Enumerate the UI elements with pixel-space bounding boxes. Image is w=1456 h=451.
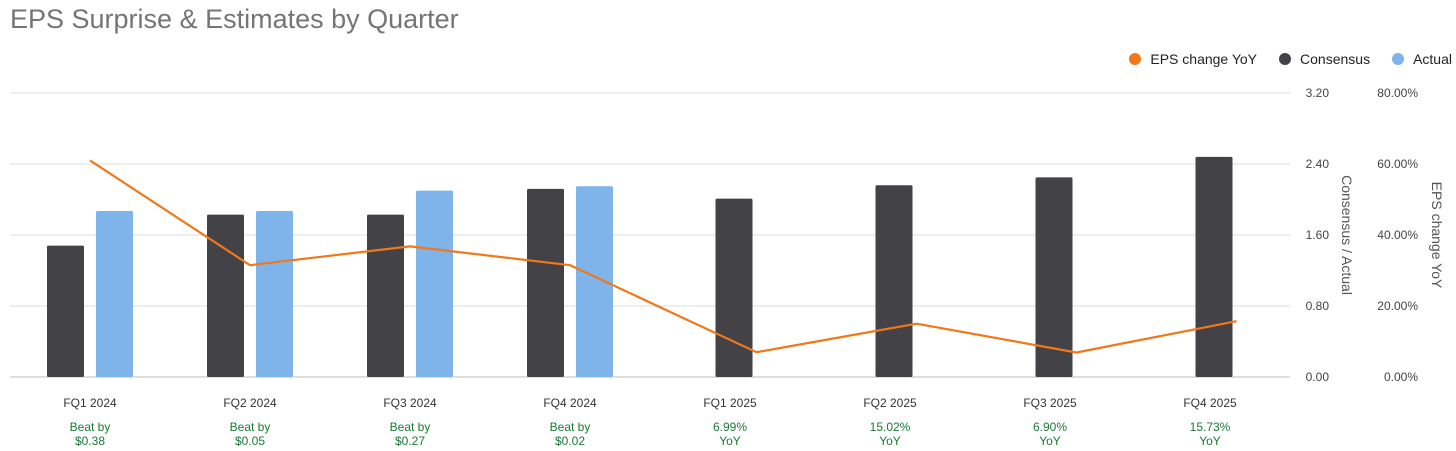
right-axis-tick-label: 40.00% (1377, 228, 1418, 242)
right-axis-tick-label: 20.00% (1377, 299, 1418, 313)
quarter-annotation: Beat by (550, 420, 591, 434)
legend-item-eps-change-yoy[interactable]: EPS change YoY (1129, 51, 1257, 67)
legend-dot (1279, 53, 1292, 65)
category-label: FQ4 2025 (1183, 396, 1237, 410)
chart-title: EPS Surprise & Estimates by Quarter (10, 4, 459, 34)
actual-bar (96, 211, 133, 377)
consensus-bar (207, 214, 244, 377)
left-axis-tick-label: 2.40 (1306, 157, 1330, 171)
category-label: FQ1 2024 (63, 396, 117, 410)
right-axis-tick-label: 60.00% (1377, 157, 1418, 171)
left-axis-tick-label: 0.80 (1306, 299, 1330, 313)
category-label: FQ2 2025 (863, 396, 917, 410)
eps-change-yoy-line (89, 159, 1237, 354)
quarter-annotation: 6.90% (1033, 420, 1067, 434)
category-label: FQ3 2024 (383, 396, 437, 410)
consensus-bar (1195, 156, 1233, 377)
consensus-bar (367, 214, 404, 377)
quarter-annotation: Beat by (390, 420, 431, 434)
quarter-annotation: 6.99% (713, 420, 747, 434)
legend-dot (1392, 53, 1405, 65)
quarter-annotation: 15.02% (870, 420, 911, 434)
left-axis-tick-label: 3.20 (1306, 86, 1330, 100)
actual-bar (256, 211, 293, 377)
quarter-annotation: $0.27 (395, 434, 425, 448)
legend-item-consensus[interactable]: Consensus (1279, 51, 1370, 67)
legend-label: EPS change YoY (1150, 51, 1258, 67)
consensus-bar (875, 185, 913, 377)
consensus-bar (47, 245, 84, 377)
legend-label: Consensus (1300, 51, 1371, 67)
quarter-annotation: YoY (879, 434, 901, 448)
quarter-annotation: $0.02 (555, 434, 585, 448)
left-axis-tick-label: 0.00 (1306, 370, 1330, 384)
quarter-annotation: Beat by (70, 420, 111, 434)
quarter-annotation: $0.38 (75, 434, 105, 448)
category-label: FQ2 2024 (223, 396, 277, 410)
left-axis-title: Consensus / Actual (1339, 175, 1355, 295)
quarter-annotation: $0.05 (235, 434, 265, 448)
quarter-annotation: 15.73% (1190, 420, 1231, 434)
right-axis-tick-label: 80.00% (1377, 86, 1418, 100)
quarter-annotation: YoY (1039, 434, 1061, 448)
legend-dot (1129, 53, 1142, 65)
legend-label: Actual (1413, 51, 1452, 67)
quarter-annotation: YoY (1199, 434, 1221, 448)
legend-item-actual[interactable]: Actual (1392, 51, 1452, 67)
actual-bar (416, 190, 453, 377)
right-axis-title: EPS change YoY (1429, 182, 1445, 289)
right-axis-tick-label: 0.00% (1384, 370, 1418, 384)
category-label: FQ3 2025 (1023, 396, 1077, 410)
consensus-bar (527, 188, 564, 377)
left-axis-tick-label: 1.60 (1306, 228, 1330, 242)
quarter-annotation: Beat by (230, 420, 271, 434)
legend: EPS change YoY Consensus Actual (1107, 51, 1452, 67)
consensus-bar (1035, 177, 1073, 377)
category-label: FQ1 2025 (703, 396, 757, 410)
consensus-bar (715, 198, 753, 377)
category-label: FQ4 2024 (543, 396, 597, 410)
actual-bar (576, 186, 613, 377)
quarter-annotation: YoY (719, 434, 741, 448)
